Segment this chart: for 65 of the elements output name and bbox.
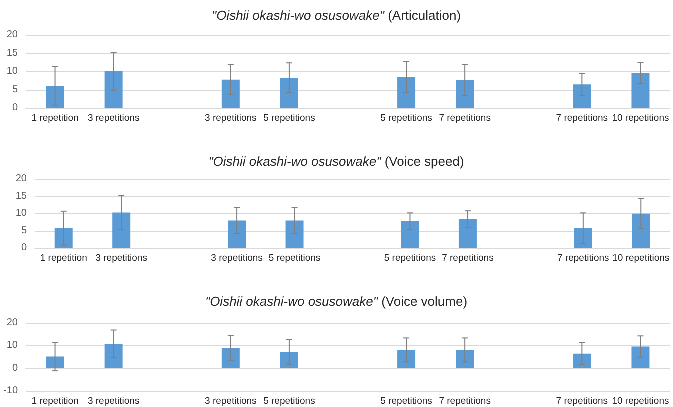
bar bbox=[632, 346, 650, 368]
y-tick-label: 10 bbox=[16, 208, 28, 219]
bar bbox=[222, 348, 240, 368]
bar bbox=[104, 72, 123, 108]
x-tick-label: 10 repetitions bbox=[612, 253, 670, 264]
x-tick-label: 3 repetitions bbox=[205, 113, 258, 124]
bar bbox=[458, 219, 477, 248]
bar bbox=[456, 80, 474, 108]
x-tick-label: 3 repetitions bbox=[88, 113, 140, 124]
x-tick-label: 5 repetitions bbox=[264, 396, 316, 407]
x-tick-label: 5 repetitions bbox=[264, 113, 316, 124]
bar bbox=[573, 354, 592, 368]
x-tick-label: 5 repetitions bbox=[268, 253, 321, 264]
bar bbox=[632, 214, 650, 248]
bar bbox=[398, 77, 416, 108]
x-tick-label: 5 repetitions bbox=[384, 253, 436, 264]
chart-title: "Oishii okashi-wo osusowake" (Voice speed) bbox=[208, 154, 464, 169]
y-tick-label: 15 bbox=[16, 190, 28, 202]
y-tick-label: 5 bbox=[21, 225, 28, 236]
y-tick-label: 0 bbox=[12, 102, 18, 114]
bar bbox=[46, 86, 64, 108]
bar bbox=[104, 344, 123, 368]
x-tick-label: 10 repetitions bbox=[612, 113, 670, 124]
x-tick-label: 1 repetition bbox=[40, 253, 88, 264]
x-tick-label: 3 repetitions bbox=[205, 396, 258, 407]
x-tick-label: 7 repetitions bbox=[442, 253, 494, 264]
bar bbox=[632, 73, 650, 108]
x-tick-label: 10 repetitions bbox=[612, 396, 670, 407]
y-tick-label: -10 bbox=[4, 386, 18, 396]
x-tick-label: 1 repetition bbox=[32, 396, 79, 407]
y-tick-label: 5 bbox=[12, 84, 18, 96]
bar bbox=[574, 228, 592, 248]
x-tick-label: 7 repetitions bbox=[439, 113, 492, 124]
bar bbox=[222, 80, 240, 108]
x-tick-label: 5 repetitions bbox=[380, 113, 433, 124]
bar bbox=[46, 356, 64, 368]
bar bbox=[280, 78, 298, 108]
x-tick-label: 3 repetitions bbox=[96, 253, 148, 264]
y-tick-label: 20 bbox=[16, 174, 28, 184]
bar bbox=[286, 220, 304, 248]
bar bbox=[456, 350, 474, 368]
y-tick-label: 15 bbox=[6, 48, 18, 59]
chart-title: "Oishii okashi-wo osusowake" (Articulation) bbox=[212, 8, 462, 23]
y-tick-label: 0 bbox=[21, 242, 28, 254]
y-tick-label: 20 bbox=[6, 30, 18, 40]
x-tick-label: 7 repetitions bbox=[439, 396, 492, 407]
x-tick-label: 7 repetitions bbox=[556, 113, 608, 124]
bar bbox=[112, 212, 131, 248]
bar bbox=[54, 228, 73, 248]
y-tick-label: 20 bbox=[6, 318, 18, 328]
bar bbox=[280, 352, 298, 368]
bar bbox=[228, 220, 246, 248]
x-tick-label: 1 repetition bbox=[32, 113, 79, 124]
x-tick-label: 3 repetitions bbox=[88, 396, 140, 407]
x-tick-label: 7 repetitions bbox=[558, 253, 610, 264]
y-tick-label: 10 bbox=[6, 66, 18, 77]
bar bbox=[401, 221, 420, 248]
y-tick-label: 0 bbox=[12, 362, 18, 374]
x-tick-label: 5 repetitions bbox=[380, 396, 433, 407]
chart-title: "Oishii okashi-wo osusowake" (Voice volume) bbox=[205, 294, 468, 309]
bar bbox=[398, 350, 416, 368]
y-tick-label: 10 bbox=[6, 340, 18, 352]
x-tick-label: 3 repetitions bbox=[211, 253, 264, 264]
x-tick-label: 7 repetitions bbox=[556, 396, 608, 407]
bar bbox=[573, 84, 592, 108]
